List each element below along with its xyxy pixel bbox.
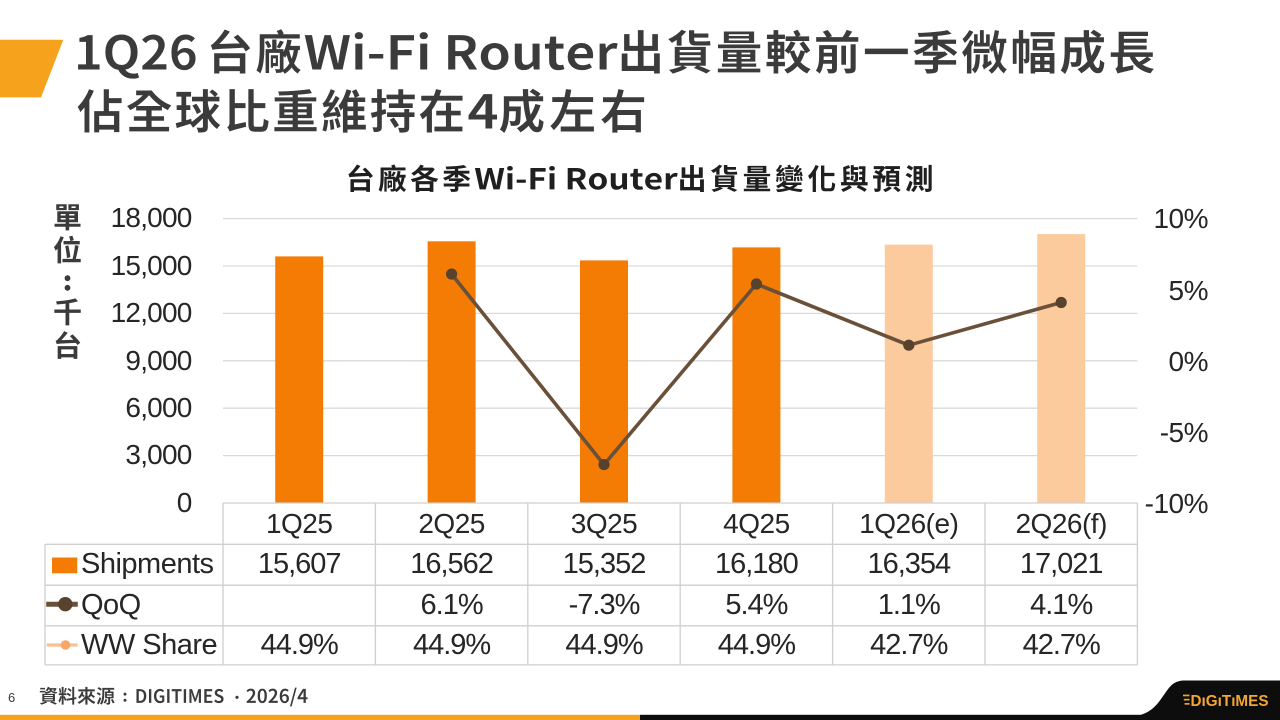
svg-text:DıGıTıMES: DıGıTıMES [1191,693,1269,710]
